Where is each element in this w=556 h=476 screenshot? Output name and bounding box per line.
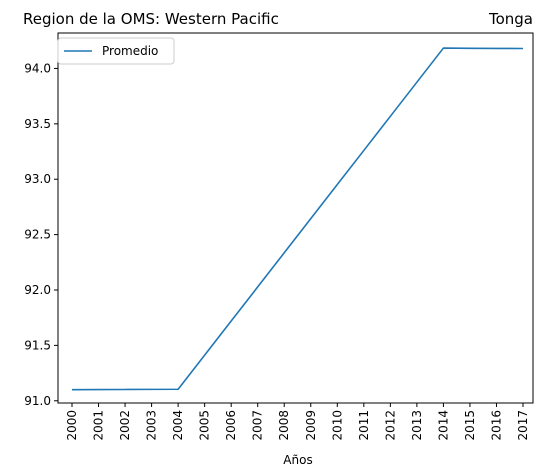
y-axis: 91.0 91.5 92.0 92.5 93.0 93.5 94.0: [24, 61, 58, 408]
x-tick-label: 2004: [171, 410, 185, 441]
x-tick-label: 2005: [198, 410, 212, 441]
x-tick-label: 2013: [410, 410, 424, 441]
x-tick-label: 2009: [304, 410, 318, 441]
series-line-promedio: [71, 47, 524, 391]
x-tick-label: 2000: [65, 410, 79, 441]
y-tick-label: 94.0: [24, 61, 51, 75]
chart-title: Region de la OMS: Western Pacific: [23, 10, 279, 28]
x-tick-label: 2001: [92, 410, 106, 441]
x-tick-label: 2006: [224, 410, 238, 441]
series-layer: [71, 47, 524, 391]
x-tick-label: 2014: [436, 410, 450, 441]
y-tick-label: 91.5: [24, 338, 51, 352]
x-tick-label: 2008: [277, 410, 291, 441]
y-tick-label: 91.0: [24, 394, 51, 408]
legend-label: Promedio: [102, 44, 158, 58]
chart-country-label: Tonga: [488, 10, 533, 28]
x-tick-label: 2015: [463, 410, 477, 441]
x-tick-label: 2007: [251, 410, 265, 441]
x-tick-label: 2010: [330, 410, 344, 441]
plot-area: [57, 32, 534, 404]
x-axis-label: Años: [283, 453, 312, 467]
x-tick-label: 2011: [357, 410, 371, 441]
legend-box: [57, 37, 175, 65]
x-axis: 2000 2001 2002 2003 2004 2005 2006 2007 2008 2009…: [65, 403, 530, 441]
x-tick-label: 2017: [516, 410, 530, 441]
legend: Promedio: [57, 37, 175, 65]
x-tick-label: 2016: [489, 410, 503, 441]
y-tick-label: 93.5: [24, 117, 51, 131]
y-tick-label: 93.0: [24, 172, 51, 186]
x-tick-label: 2012: [383, 410, 397, 441]
y-tick-label: 92.5: [24, 228, 51, 242]
x-tick-label: 2003: [145, 410, 159, 441]
y-tick-label: 92.0: [24, 283, 51, 297]
x-tick-label: 2002: [118, 410, 132, 441]
